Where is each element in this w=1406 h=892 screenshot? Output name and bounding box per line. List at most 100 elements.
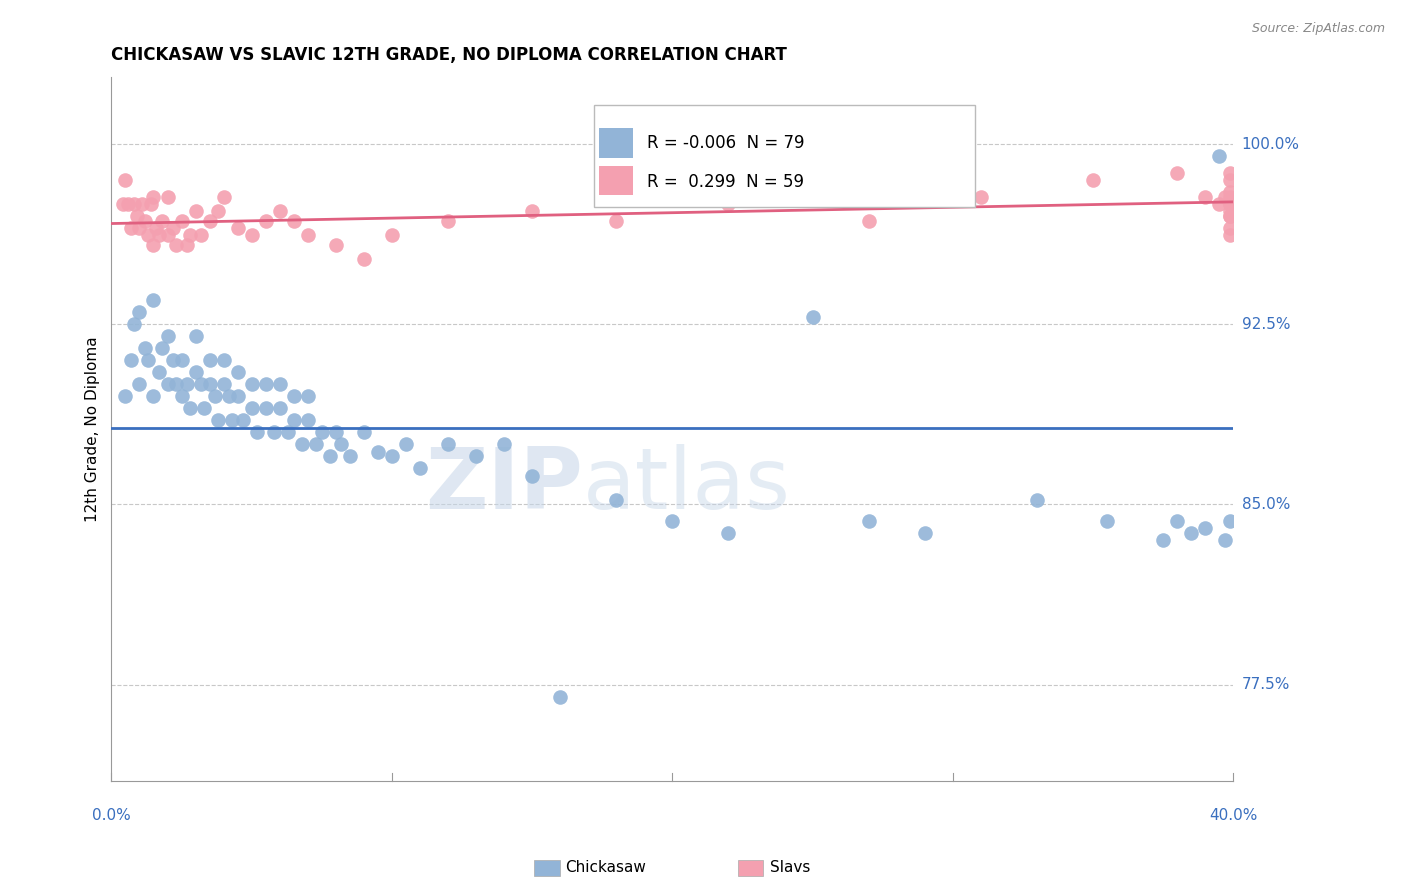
Point [150,341,173,355]
Point [240,377,263,392]
Point [858,214,880,228]
Text: CHICKASAW VS SLAVIC 12TH GRADE, NO DIPLOMA CORRELATION CHART: CHICKASAW VS SLAVIC 12TH GRADE, NO DIPLO… [111,46,787,64]
Point [1219,209,1241,223]
Point [353,252,375,267]
Point [148,365,170,379]
Point [1194,190,1216,204]
Point [381,450,404,464]
Point [254,214,277,228]
Point [297,228,319,243]
Point [325,238,347,252]
Point [212,190,235,204]
Text: atlas: atlas [582,443,790,526]
Point [254,377,277,392]
Point [283,389,305,403]
Point [131,197,153,211]
Point [1208,149,1230,163]
Point [277,425,299,440]
Point [291,437,314,451]
Point [437,214,460,228]
Point [232,413,254,427]
Point [381,228,404,243]
Point [139,197,162,211]
Point [1219,514,1241,528]
Point [176,377,198,392]
Point [1219,190,1241,204]
Point [198,214,221,228]
Point [176,238,198,252]
Point [311,425,333,440]
Point [1166,166,1188,180]
FancyBboxPatch shape [593,105,976,207]
Point [179,401,201,416]
Point [179,228,201,243]
Point [297,413,319,427]
Point [339,450,361,464]
Point [156,377,179,392]
Bar [599,166,633,195]
Point [465,450,488,464]
Point [914,526,936,541]
Point [1213,533,1236,548]
Point [117,197,139,211]
Text: Slavs: Slavs [770,861,811,875]
Point [156,190,179,204]
Point [367,444,389,458]
Point [212,377,235,392]
Point [190,377,212,392]
Point [198,353,221,368]
Point [1213,190,1236,204]
Point [269,401,291,416]
Point [283,413,305,427]
Point [1219,204,1241,219]
Point [111,197,134,211]
Text: Source: ZipAtlas.com: Source: ZipAtlas.com [1251,22,1385,36]
Point [520,204,543,219]
Point [184,204,207,219]
Text: R =  0.299  N = 59: R = 0.299 N = 59 [647,173,804,191]
Point [1152,533,1174,548]
Point [212,353,235,368]
Point [142,389,165,403]
Point [142,190,165,204]
Point [1219,166,1241,180]
Point [437,437,460,451]
Point [409,461,432,475]
Point [170,389,193,403]
Point [128,221,150,235]
Point [254,401,277,416]
Point [1219,173,1241,187]
Point [1081,173,1104,187]
Point [1208,197,1230,211]
Point [269,377,291,392]
Point [120,221,142,235]
Text: 100.0%: 100.0% [1241,136,1299,152]
Point [170,353,193,368]
Point [145,221,167,235]
Point [142,238,165,252]
Point [1194,521,1216,535]
Point [1219,185,1241,199]
Point [162,221,184,235]
Point [494,437,516,451]
Point [156,228,179,243]
Point [148,228,170,243]
Text: 85.0%: 85.0% [1241,497,1289,512]
Point [122,318,145,332]
Point [221,413,243,427]
Point [801,310,824,324]
Point [165,238,187,252]
Point [1166,514,1188,528]
Point [353,425,375,440]
Point [717,526,740,541]
Text: 0.0%: 0.0% [91,808,131,823]
Text: Chickasaw: Chickasaw [565,861,647,875]
Point [263,425,285,440]
Point [970,190,993,204]
Point [325,425,347,440]
Point [207,413,229,427]
Point [128,377,150,392]
Point [226,365,249,379]
Point [858,514,880,528]
Point [204,389,226,403]
